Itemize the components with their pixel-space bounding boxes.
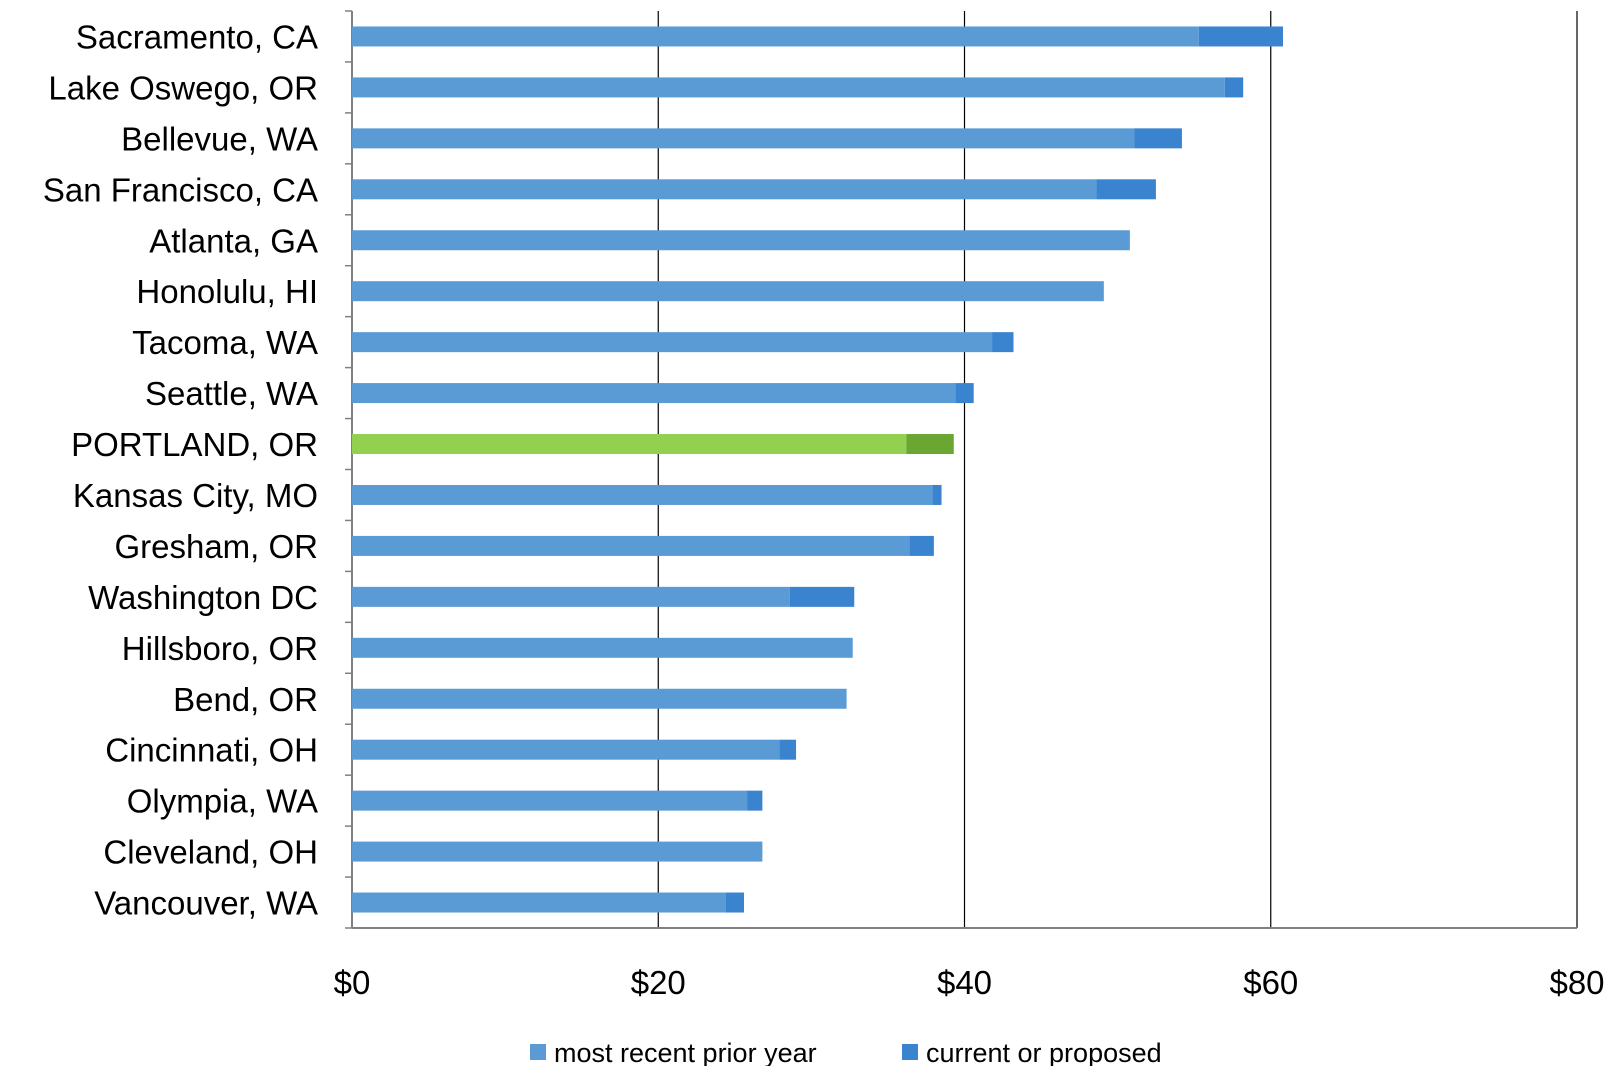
bar-current-17 [725, 892, 744, 913]
category-label-7: Seattle, WA [145, 375, 318, 412]
bar-prior-0 [352, 26, 1199, 47]
bar-prior-6 [352, 332, 993, 353]
bar-current-2 [1134, 128, 1182, 149]
category-label-11: Washington DC [88, 579, 318, 616]
x-axis-ticks: $0 $20 $40 $60 $80 [334, 964, 1605, 1001]
x-tick-label-2: $40 [937, 964, 992, 1001]
bar-prior-11 [352, 586, 790, 607]
legend: most recent prior year current or propos… [530, 1038, 1162, 1066]
bar-prior-15 [352, 790, 748, 811]
bar-prior-8 [352, 434, 907, 455]
bar-prior-13 [352, 688, 847, 709]
category-label-5: Honolulu, HI [136, 273, 318, 310]
bar-prior-10 [352, 535, 910, 556]
bar-prior-9 [352, 484, 933, 505]
category-label-1: Lake Oswego, OR [48, 69, 318, 106]
category-label-4: Atlanta, GA [149, 222, 318, 259]
x-tick-label-1: $20 [631, 964, 686, 1001]
bar-prior-7 [352, 383, 956, 404]
category-labels: Sacramento, CA Lake Oswego, OR Bellevue, W… [43, 18, 318, 921]
bar-current-11 [789, 586, 855, 607]
bar-current-8 [906, 434, 954, 455]
x-tick-label-0: $0 [334, 964, 371, 1001]
bar-prior-17 [352, 892, 726, 913]
category-label-12: Hillsboro, OR [122, 630, 318, 667]
bar-prior-5 [352, 281, 1104, 302]
bar-current-6 [992, 332, 1014, 353]
bar-current-14 [779, 739, 797, 760]
category-label-13: Bend, OR [173, 681, 318, 718]
legend-label-current: current or proposed [926, 1038, 1162, 1066]
bar-prior-12 [352, 637, 853, 658]
category-label-14: Cincinnati, OH [105, 732, 318, 769]
legend-swatch-current [902, 1044, 918, 1060]
bar-prior-4 [352, 230, 1130, 251]
legend-label-prior: most recent prior year [554, 1038, 817, 1066]
category-label-2: Bellevue, WA [121, 120, 318, 157]
bar-current-15 [747, 790, 763, 811]
category-label-15: Olympia, WA [127, 783, 318, 820]
category-label-8: PORTLAND, OR [71, 426, 318, 463]
bar-prior-2 [352, 128, 1135, 149]
category-label-17: Vancouver, WA [94, 885, 318, 922]
category-label-9: Kansas City, MO [73, 477, 318, 514]
bar-current-10 [909, 535, 934, 556]
x-tick-label-4: $80 [1549, 964, 1604, 1001]
category-label-0: Sacramento, CA [76, 18, 318, 55]
bar-current-9 [932, 484, 942, 505]
bar-prior-1 [352, 77, 1225, 98]
bar-prior-3 [352, 179, 1097, 200]
category-label-16: Cleveland, OH [103, 834, 318, 871]
category-label-6: Tacoma, WA [132, 324, 318, 361]
gridlines [345, 10, 1578, 929]
bar-current-3 [1096, 179, 1156, 200]
bars [352, 26, 1283, 913]
bar-current-0 [1198, 26, 1283, 47]
bar-prior-16 [352, 841, 763, 862]
category-label-10: Gresham, OR [114, 528, 318, 565]
bar-current-7 [955, 383, 974, 404]
category-label-3: San Francisco, CA [43, 171, 318, 208]
bar-prior-14 [352, 739, 780, 760]
bar-current-1 [1224, 77, 1244, 98]
legend-swatch-prior [530, 1044, 546, 1060]
x-tick-label-3: $60 [1243, 964, 1298, 1001]
